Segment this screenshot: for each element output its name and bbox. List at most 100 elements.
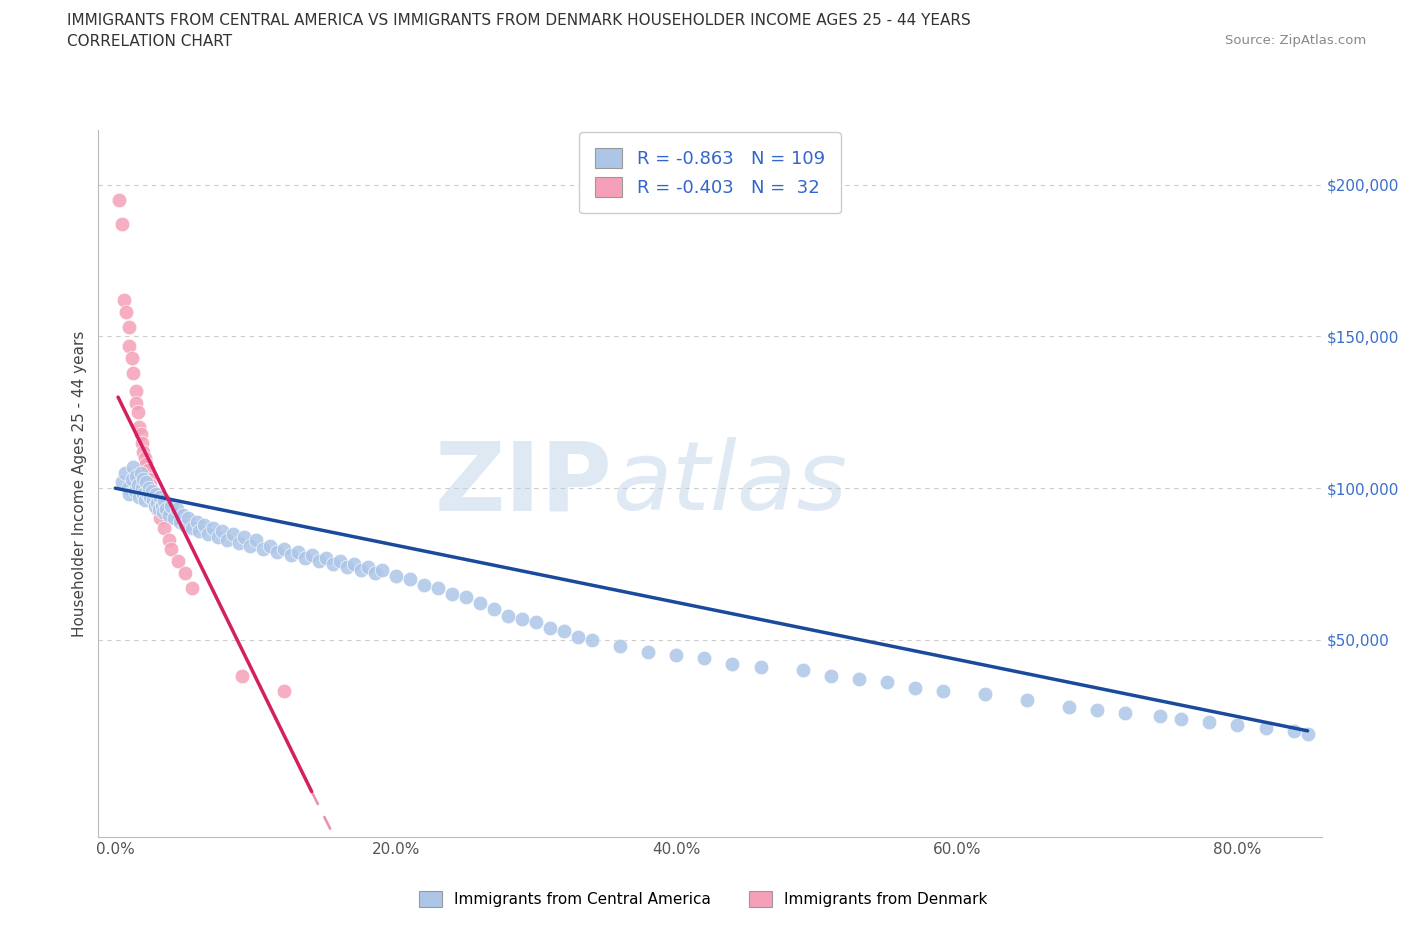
Point <box>166 502 188 517</box>
Point <box>322 556 344 571</box>
Point <box>665 647 688 662</box>
Point <box>152 505 174 520</box>
Point <box>364 565 387 580</box>
Point <box>329 553 352 568</box>
Point <box>125 469 148 484</box>
Point <box>932 684 955 698</box>
Point <box>121 351 143 365</box>
Point <box>132 445 155 459</box>
Point <box>385 568 408 583</box>
Point <box>122 365 145 380</box>
Point <box>153 493 176 508</box>
Point <box>207 529 229 544</box>
Point <box>125 384 148 399</box>
Point <box>160 541 183 556</box>
Point <box>315 551 337 565</box>
Point <box>454 590 477 604</box>
Point <box>538 620 561 635</box>
Point <box>124 484 146 498</box>
Point <box>174 517 197 532</box>
Point <box>143 498 166 513</box>
Point <box>157 508 180 523</box>
Point <box>136 486 159 501</box>
Point <box>157 532 180 547</box>
Point <box>169 514 191 529</box>
Point <box>143 496 166 511</box>
Point <box>567 630 589 644</box>
Point <box>468 596 491 611</box>
Point <box>1296 726 1319 741</box>
Point <box>524 614 547 629</box>
Point <box>146 496 169 511</box>
Point <box>1085 702 1108 717</box>
Point <box>876 675 898 690</box>
Point <box>141 484 163 498</box>
Point <box>172 508 194 523</box>
Point <box>127 405 149 419</box>
Point <box>112 293 135 308</box>
Point <box>609 639 631 654</box>
Legend: Immigrants from Central America, Immigrants from Denmark: Immigrants from Central America, Immigra… <box>412 884 994 913</box>
Point <box>287 544 309 559</box>
Point <box>197 526 219 541</box>
Point <box>510 611 533 626</box>
Text: atlas: atlas <box>612 437 848 530</box>
Point <box>131 481 153 496</box>
Point <box>1170 711 1192 726</box>
Point <box>114 466 136 481</box>
Point <box>149 512 172 526</box>
Point <box>252 541 274 556</box>
Point <box>132 472 155 486</box>
Point <box>148 502 170 517</box>
Point <box>134 450 156 465</box>
Text: CORRELATION CHART: CORRELATION CHART <box>67 34 232 49</box>
Point <box>141 486 163 501</box>
Point <box>128 420 150 435</box>
Point <box>217 532 239 547</box>
Point <box>193 517 215 532</box>
Point <box>1015 693 1038 708</box>
Point <box>111 217 134 232</box>
Point <box>357 560 380 575</box>
Point <box>1226 717 1249 732</box>
Point <box>122 459 145 474</box>
Point <box>139 478 162 493</box>
Point <box>132 486 155 501</box>
Point <box>792 663 814 678</box>
Point <box>139 490 162 505</box>
Point <box>496 608 519 623</box>
Point <box>848 671 870 686</box>
Point <box>371 563 394 578</box>
Point <box>138 472 160 486</box>
Point <box>637 644 659 659</box>
Point <box>904 681 927 696</box>
Point <box>160 498 183 513</box>
Point <box>308 553 330 568</box>
Point <box>231 669 253 684</box>
Point <box>153 520 176 535</box>
Point <box>1198 714 1220 729</box>
Point <box>426 581 449 596</box>
Text: Source: ZipAtlas.com: Source: ZipAtlas.com <box>1226 34 1367 47</box>
Point <box>134 493 156 508</box>
Y-axis label: Householder Income Ages 25 - 44 years: Householder Income Ages 25 - 44 years <box>72 330 87 637</box>
Point <box>259 538 281 553</box>
Point <box>117 481 139 496</box>
Point <box>721 657 744 671</box>
Point <box>228 536 250 551</box>
Point <box>131 435 153 450</box>
Point <box>135 474 157 489</box>
Point <box>121 472 143 486</box>
Point <box>350 563 373 578</box>
Point <box>336 560 359 575</box>
Text: ZIP: ZIP <box>434 437 612 530</box>
Point <box>294 551 316 565</box>
Point <box>202 520 225 535</box>
Point <box>1282 724 1305 738</box>
Point <box>301 548 323 563</box>
Point <box>174 565 197 580</box>
Point <box>129 426 152 441</box>
Legend: R = -0.863   N = 109, R = -0.403   N =  32: R = -0.863 N = 109, R = -0.403 N = 32 <box>579 132 841 214</box>
Point <box>136 462 159 477</box>
Point <box>266 544 288 559</box>
